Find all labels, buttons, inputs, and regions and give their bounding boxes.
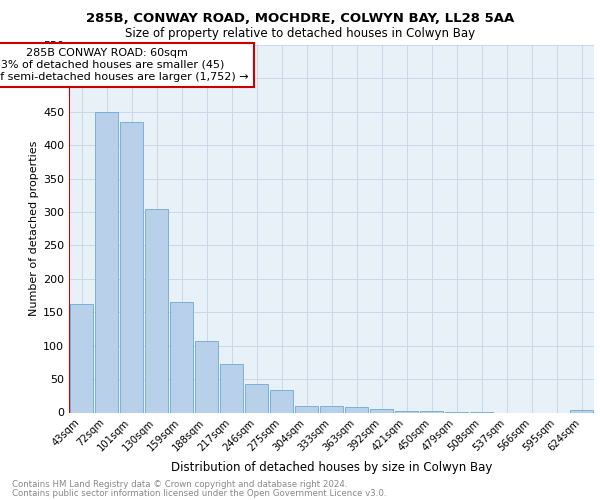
Bar (370, 409, 393, 412)
X-axis label: Distribution of detached houses by size in Colwyn Bay: Distribution of detached houses by size … (171, 462, 492, 474)
Bar (345, 407, 368, 412)
Bar (320, 406, 343, 412)
Bar (570, 410, 593, 412)
Bar (145, 208, 168, 412)
Bar (195, 341, 218, 412)
Bar (120, 122, 143, 412)
Text: Contains HM Land Registry data © Crown copyright and database right 2024.: Contains HM Land Registry data © Crown c… (12, 480, 347, 489)
Bar (220, 364, 243, 412)
Text: Size of property relative to detached houses in Colwyn Bay: Size of property relative to detached ho… (125, 28, 475, 40)
Text: Contains public sector information licensed under the Open Government Licence v3: Contains public sector information licen… (12, 488, 386, 498)
Bar (95, 112, 118, 412)
Bar (395, 411, 418, 412)
Bar (295, 406, 318, 412)
Bar (70, 304, 93, 412)
Bar (245, 384, 268, 412)
Y-axis label: Number of detached properties: Number of detached properties (29, 141, 39, 316)
Bar (170, 302, 193, 412)
Text: 285B, CONWAY ROAD, MOCHDRE, COLWYN BAY, LL28 5AA: 285B, CONWAY ROAD, MOCHDRE, COLWYN BAY, … (86, 12, 514, 26)
Bar (270, 390, 293, 412)
Bar (420, 411, 443, 412)
Text: 285B CONWAY ROAD: 60sqm
← 3% of detached houses are smaller (45)
97% of semi-det: 285B CONWAY ROAD: 60sqm ← 3% of detached… (0, 48, 248, 82)
